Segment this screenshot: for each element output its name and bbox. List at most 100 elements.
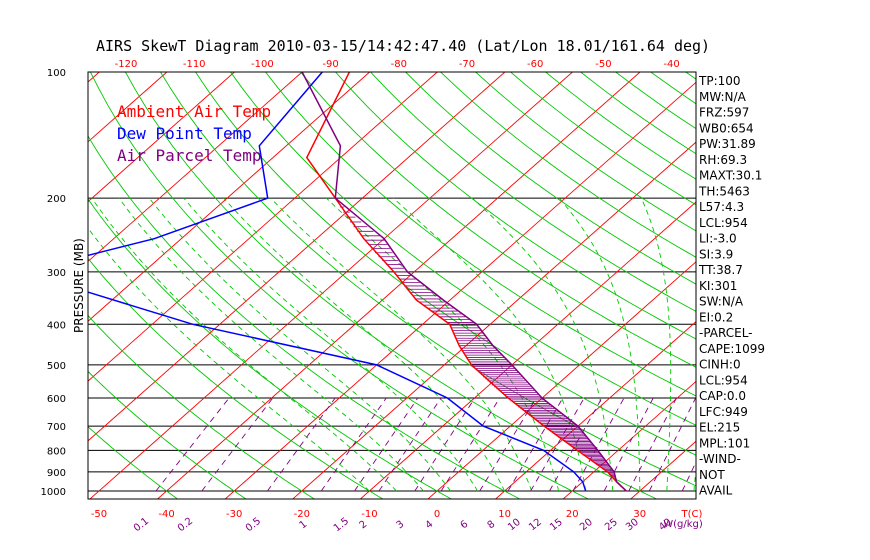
pressure-tick-label: 400 (47, 320, 66, 331)
pressure-tick-label: 600 (47, 394, 66, 405)
isotherm-line (765, 72, 870, 500)
dry-adiabat-line (335, 72, 696, 340)
bottom-temperature-tick: -20 (294, 509, 310, 520)
profile-series (88, 72, 627, 492)
pressure-tick-label: 1000 (41, 487, 66, 498)
stability-index-entry: TP:100 (698, 74, 741, 88)
moist-adiabat-line (148, 197, 451, 492)
bottom-temperature-tick: -50 (91, 509, 107, 520)
mixing-ratio-line (354, 397, 419, 492)
stability-index-entry: EI:0.2 (699, 310, 733, 324)
mixing-ratio-label: 3 (395, 519, 407, 532)
stability-index-entry: LCL:954 (699, 373, 748, 387)
mixing-ratio-label: 4 (424, 519, 436, 532)
mixing-ratio-line (267, 397, 336, 492)
stability-index-entry: EL:215 (699, 421, 740, 435)
isotherm-line (88, 72, 370, 322)
pressure-tick-label: 700 (47, 422, 66, 433)
legend-entry: Air Parcel Temp (117, 146, 262, 165)
stability-index-entry: FRZ:597 (699, 106, 749, 120)
dry-adiabat-line (475, 72, 696, 232)
moist-adiabat-line (558, 197, 641, 491)
top-temperature-ticks: -120 -110 -100 -90 -80 -70 -60 -50 -40 (115, 59, 680, 70)
dry-adiabat-line (88, 314, 316, 499)
pressure-tick-label: 300 (47, 268, 66, 279)
pressure-tick-labels: 100 200 300 400 500 600 700 800 900 1000 (41, 68, 66, 498)
mixing-ratio-line (549, 397, 603, 492)
dry-adiabat-line (440, 72, 696, 258)
stability-index-entry: PW:31.89 (699, 137, 756, 151)
isotherm-line (156, 72, 641, 499)
mixing-ratio-label: 0.2 (176, 516, 195, 534)
mixing-ratio-line (479, 397, 537, 492)
isotherm-line (494, 321, 696, 499)
stability-index-entry: NOT (699, 468, 725, 482)
stability-index-entry: MPL:101 (699, 436, 750, 450)
top-temperature-tick: -40 (663, 59, 679, 70)
mixing-ratio-label: 20 (578, 517, 595, 534)
mixing-ratio-unit: W(g/kg) (663, 519, 703, 530)
moist-adiabat-line (223, 197, 506, 492)
stability-index-entry: SI:3.9 (699, 247, 733, 261)
stability-index-entry: -PARCEL- (699, 326, 753, 340)
mixing-ratio-line (572, 397, 625, 492)
bottom-temperature-tick: 0 (434, 509, 440, 520)
mixing-ratio-line (440, 397, 501, 492)
top-temperature-tick: -100 (251, 59, 274, 70)
stability-index-entry: SW:N/A (699, 295, 744, 309)
dry-adiabat-line (88, 426, 179, 499)
stability-index-entry: -WIND- (699, 452, 741, 466)
isotherm-line (88, 72, 303, 263)
stability-index-entry: TH:5463 (698, 184, 750, 198)
pressure-tick-label: 200 (47, 194, 66, 205)
mixing-ratio-label: 8 (486, 519, 498, 532)
isotherm-line (427, 261, 696, 499)
plot-frame (87, 71, 697, 500)
top-temperature-tick: -110 (183, 59, 206, 70)
stability-index-entry: L57:4.3 (699, 200, 744, 214)
stability-index-entry: CINH:0 (699, 358, 741, 372)
bottom-axis-unit: T(C) (681, 509, 703, 520)
bottom-temperature-tick: 20 (566, 509, 579, 520)
isotherm-line (224, 81, 696, 499)
mixing-ratio-label: 0.1 (132, 516, 151, 534)
dry-adiabat-line (791, 72, 870, 500)
legend: Ambient Air Temp Dew Point Temp Air Parcel… (117, 102, 271, 165)
isotherm-line (88, 72, 506, 442)
mixing-ratio-line (320, 397, 387, 492)
moist-adiabat-line (326, 197, 560, 492)
series-line-ambient-air-temp (305, 72, 627, 492)
series-line-dew-point-temp (88, 72, 587, 492)
stability-index-entry: RH:69.3 (699, 153, 747, 167)
mixing-ratio-label: 1 (298, 519, 310, 532)
pressure-tick-label: 900 (47, 468, 66, 479)
top-temperature-tick: -120 (115, 59, 138, 70)
stability-index-entry: MW:N/A (699, 90, 747, 104)
dry-adiabat-line (370, 72, 696, 312)
top-temperature-tick: -60 (527, 59, 543, 70)
mixing-ratio-label: 12 (527, 517, 544, 534)
mixing-ratio-label: 2 (358, 519, 370, 532)
stability-index-entry: LFC:949 (699, 405, 748, 419)
moist-adiabat-line (640, 197, 672, 492)
bottom-temperature-tick: -10 (361, 509, 377, 520)
stability-index-entry: TT:38.7 (698, 263, 743, 277)
legend-entry: Ambient Air Temp (117, 102, 271, 121)
bottom-temperature-tick: -40 (158, 509, 174, 520)
mixing-ratio-line (530, 397, 585, 492)
mixing-ratio-label: 15 (548, 517, 565, 534)
mixing-ratio-label: 0.5 (244, 516, 263, 534)
dry-adiabat-line (89, 72, 590, 499)
dry-adiabat-line (88, 135, 521, 499)
isotherm-line (88, 72, 235, 203)
moist-adiabat-line (472, 197, 614, 492)
stability-index-entry: AVAIL (699, 484, 733, 498)
isotherm-line (89, 72, 573, 499)
mixing-ratio-label: 6 (459, 519, 471, 532)
legend-entry: Dew Point Temp (117, 124, 252, 143)
moist-adiabat-line (88, 227, 370, 492)
bottom-temperature-tick: -30 (226, 509, 242, 520)
dry-adiabat-line (756, 72, 870, 500)
bottom-temperature-tick: 10 (498, 509, 511, 520)
moist-adiabat-line (91, 197, 397, 492)
